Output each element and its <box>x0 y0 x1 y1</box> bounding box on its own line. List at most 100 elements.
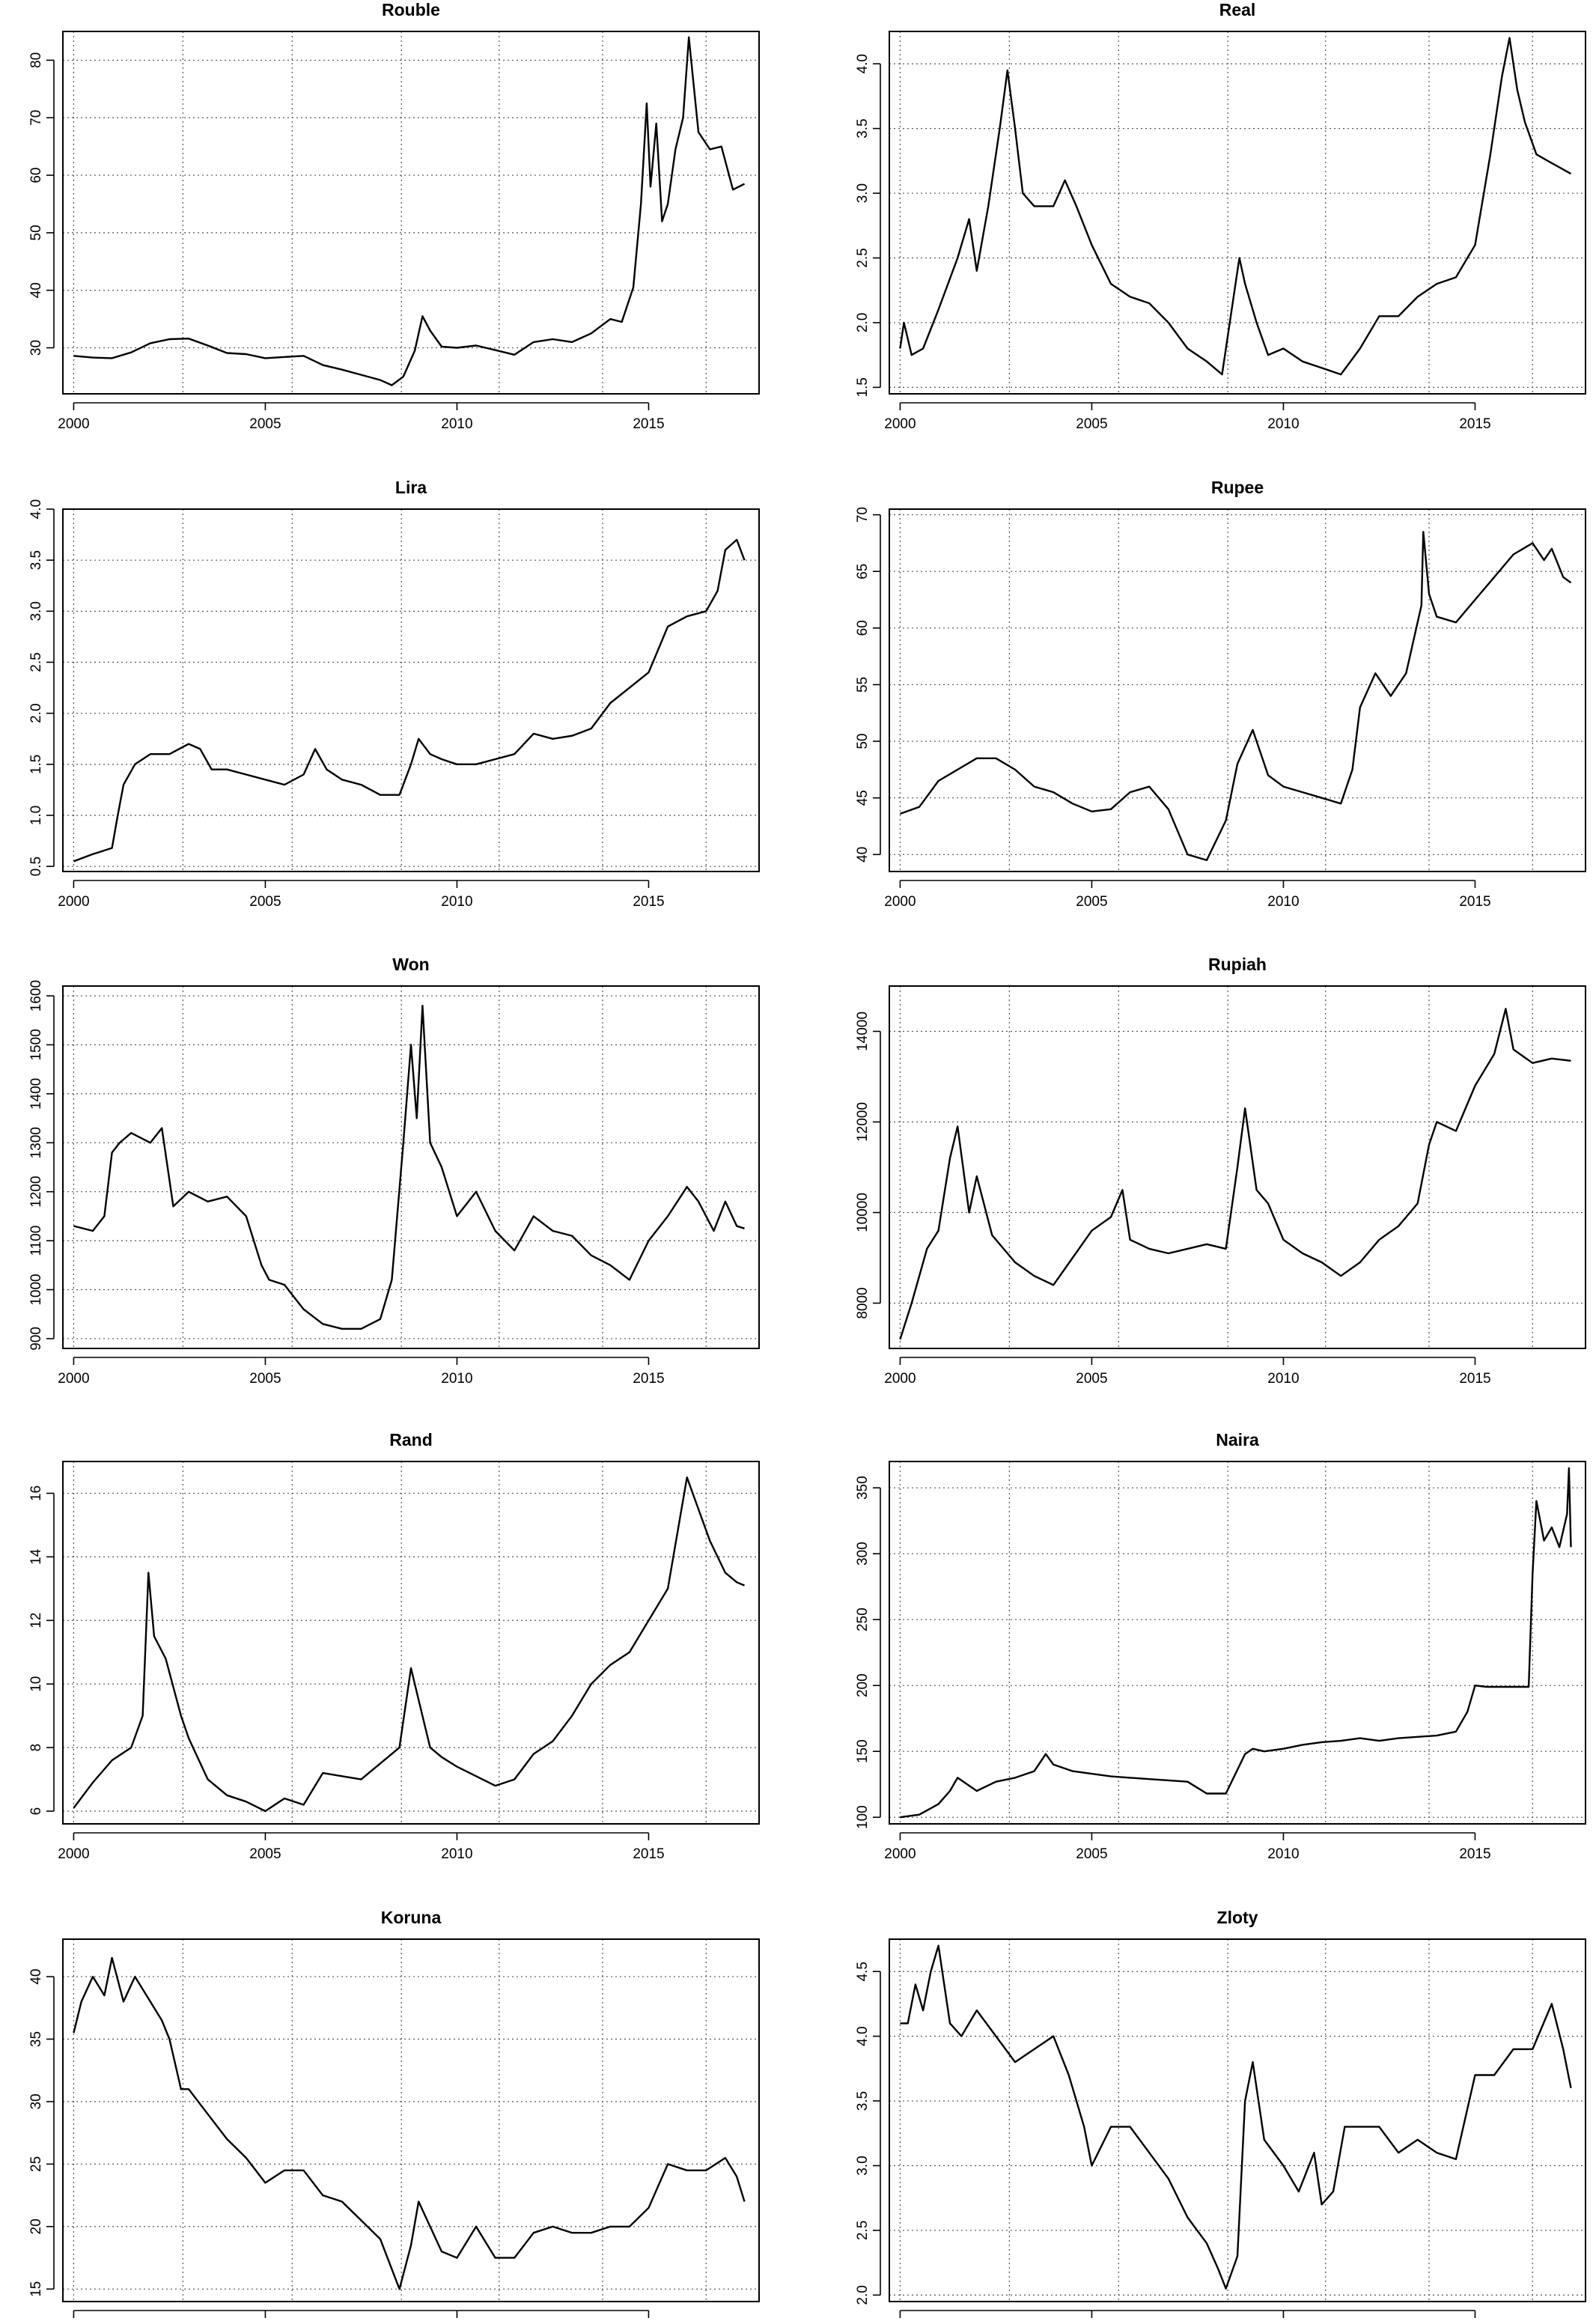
y-tick-label: 1500 <box>28 1029 44 1060</box>
gridlines <box>63 1461 759 1824</box>
y-tick-label: 2.0 <box>855 2285 871 2305</box>
plot-frame <box>889 508 1586 872</box>
panel-title: Rupee <box>1211 478 1264 497</box>
gridlines <box>889 31 1586 394</box>
y-tick-label: 45 <box>855 790 871 806</box>
x-tick-label: 2000 <box>884 1371 916 1387</box>
x-tick-label: 2000 <box>884 894 916 910</box>
y-tick-label: 15 <box>28 2281 44 2297</box>
series-line-rouble <box>73 36 746 386</box>
y-tick-label: 0.5 <box>28 857 44 876</box>
y-tick-label: 4.0 <box>28 499 44 519</box>
panel-title: Rupiah <box>1208 955 1267 974</box>
x-tick-label: 2000 <box>884 416 916 432</box>
y-tick-label: 2.5 <box>855 248 871 267</box>
x-tick-label: 2000 <box>58 1371 89 1387</box>
x-tick-label: 2005 <box>1076 416 1107 432</box>
x-tick-label: 2010 <box>441 1371 472 1387</box>
x-tick-label: 2005 <box>249 894 281 910</box>
y-tick-label: 4.5 <box>855 1962 871 1981</box>
y-tick-label: 14 <box>28 1548 44 1565</box>
y-tick-label: 1200 <box>28 1176 44 1208</box>
plot-frame <box>889 1938 1586 2302</box>
panel-title: Rouble <box>382 0 440 19</box>
y-tick-label: 3.0 <box>855 183 871 203</box>
x-tick-label: 2015 <box>1459 894 1490 910</box>
series-line-rupiah <box>899 1008 1571 1340</box>
series-line-lira <box>73 538 746 863</box>
y-tick-label: 20 <box>28 2218 44 2234</box>
y-tick-label: 3.5 <box>855 2091 871 2111</box>
x-tick-label: 2015 <box>633 894 664 910</box>
gridlines <box>889 1461 1586 1824</box>
x-tick-label: 2000 <box>58 416 89 432</box>
panel-title: Rand <box>389 1430 433 1450</box>
y-axis: 1.5 2.0 2.5 3.0 3.5 4.0 <box>855 54 881 398</box>
y-tick-label: 12000 <box>855 1102 871 1142</box>
x-tick-label: 2010 <box>441 1846 472 1862</box>
plot-frame <box>62 508 760 872</box>
x-axis: 2000 2005 2010 2015 <box>58 1357 665 1387</box>
y-tick-label: 16 <box>28 1485 44 1501</box>
y-axis: 900 1000 1100 1200 1300 1400 1500 1600 <box>28 980 55 1351</box>
series-line-naira <box>900 1467 1572 1819</box>
x-tick-label: 2015 <box>633 1846 664 1862</box>
y-tick-label: 900 <box>28 1327 44 1351</box>
y-tick-label: 60 <box>855 620 871 636</box>
plot-frame <box>62 1938 760 2302</box>
x-tick-label: 2010 <box>441 416 472 432</box>
x-tick-label: 2005 <box>1076 1371 1107 1387</box>
x-tick-label: 2005 <box>249 1371 281 1387</box>
y-tick-label: 80 <box>28 52 44 68</box>
x-tick-label: 2015 <box>1459 1371 1490 1387</box>
gridlines <box>889 986 1586 1348</box>
series-line-koruna <box>73 1956 746 2290</box>
y-tick-label: 2.5 <box>855 2221 871 2240</box>
panel-rand: Rand 2000 2005 2010 2015 6 8 10 12 14 16 <box>28 1430 760 1862</box>
plot-frame <box>62 31 760 395</box>
y-tick-label: 100 <box>855 1805 871 1829</box>
plot-frame <box>889 1461 1586 1825</box>
y-tick-label: 6 <box>28 1807 44 1816</box>
y-tick-label: 1400 <box>28 1078 44 1110</box>
y-tick-label: 250 <box>855 1607 871 1631</box>
y-tick-label: 10000 <box>855 1193 871 1232</box>
panel-rouble: Rouble 2000 2005 2010 2015 30 40 50 60 70 80 <box>28 0 760 432</box>
y-tick-label: 65 <box>855 564 871 580</box>
x-tick-label: 2010 <box>441 894 472 910</box>
series-line-rupee <box>899 531 1572 862</box>
y-tick-label: 25 <box>28 2156 44 2172</box>
y-tick-label: 12 <box>28 1613 44 1628</box>
y-axis: 8000 10000 12000 14000 <box>855 1012 881 1319</box>
x-tick-label: 2015 <box>633 1371 664 1387</box>
y-tick-label: 50 <box>855 733 871 749</box>
plot-frame <box>889 985 1586 1349</box>
panel-rupiah: Rupiah 2000 2005 2010 2015 8000 10000 12000 1400… <box>855 955 1586 1387</box>
x-tick-label: 2010 <box>1267 894 1299 910</box>
series-line-rand <box>73 1476 745 1813</box>
y-tick-label: 2.0 <box>855 313 871 332</box>
x-tick-label: 2005 <box>249 1846 281 1862</box>
panel-real: Real 2000 2005 2010 2015 1.5 2.0 2.5 3.0 3.5 4.0 <box>855 0 1586 432</box>
series-line-real <box>899 37 1572 376</box>
series-line-won <box>73 1004 745 1330</box>
gridlines <box>63 1939 759 2302</box>
y-tick-label: 8 <box>28 1744 44 1752</box>
y-tick-label: 1100 <box>28 1226 44 1256</box>
gridlines <box>889 509 1586 872</box>
y-tick-label: 1.5 <box>855 377 871 397</box>
y-axis: 0.5 1.0 1.5 2.0 2.5 3.0 3.5 4.0 <box>28 499 55 876</box>
y-tick-label: 3.5 <box>855 118 871 138</box>
panel-title: Lira <box>395 478 427 497</box>
panel-title: Koruna <box>381 1908 442 1927</box>
y-tick-label: 4.0 <box>855 54 871 73</box>
y-tick-label: 300 <box>855 1542 871 1566</box>
x-tick-label: 2015 <box>633 416 664 432</box>
